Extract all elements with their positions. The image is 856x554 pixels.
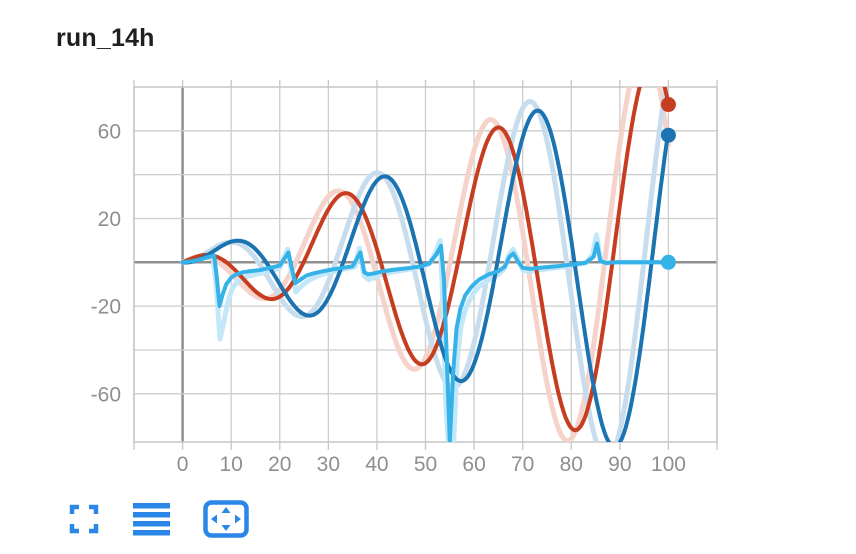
- x-tick-label: 80: [560, 453, 583, 476]
- y-tick-label: -20: [91, 296, 121, 319]
- x-tick-label: 30: [317, 453, 340, 476]
- x-tick-label: 70: [511, 453, 534, 476]
- x-tick-label: 60: [462, 453, 485, 476]
- series-cyan-smoothed: [180, 241, 671, 442]
- plot-border: [133, 86, 718, 443]
- x-tick-label: 100: [651, 453, 686, 476]
- pan-zoom-icon: [203, 500, 249, 541]
- plot-area[interactable]: [134, 87, 717, 442]
- fullscreen-button[interactable]: [68, 503, 100, 538]
- x-tick-label: 0: [177, 453, 189, 476]
- series-red-smoothed: [180, 87, 671, 433]
- x-tick-label: 20: [268, 453, 291, 476]
- y-tick-label: -60: [91, 383, 121, 406]
- end-marker-red-smoothed[interactable]: [660, 97, 676, 113]
- x-tick-label: 10: [219, 453, 242, 476]
- x-tick-label: 50: [414, 453, 437, 476]
- end-marker-cyan-smoothed[interactable]: [660, 254, 676, 270]
- x-tick-label: 90: [608, 453, 631, 476]
- end-marker-blue-smoothed[interactable]: [660, 127, 676, 143]
- chart-toolbar: [68, 500, 249, 541]
- series-blue-smoothed: [180, 108, 671, 442]
- x-tick-label: 40: [365, 453, 388, 476]
- y-tick-label: 60: [98, 120, 121, 143]
- pan-zoom-button[interactable]: [203, 500, 249, 541]
- chart-title: run_14h: [56, 24, 155, 52]
- data-list-icon: [133, 502, 170, 539]
- data-list-button[interactable]: [133, 502, 170, 539]
- y-tick-label: 20: [98, 208, 121, 231]
- fullscreen-icon: [68, 503, 100, 538]
